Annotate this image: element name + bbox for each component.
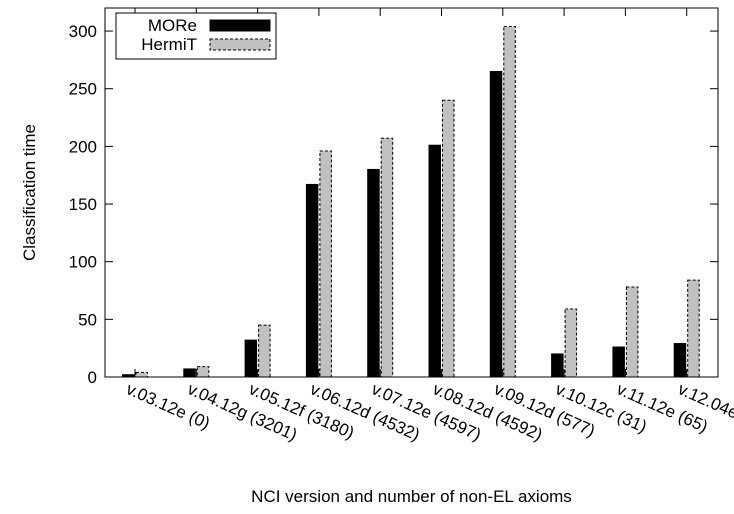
bar-hermit-8 [625, 286, 639, 378]
y-tick-label: 100 [69, 253, 97, 272]
bar-more-3 [305, 183, 319, 378]
bar-more-9 [673, 343, 687, 378]
bar-more-2 [244, 339, 258, 378]
bar-hermit-3 [319, 150, 332, 378]
bar-hermit-6 [503, 25, 516, 378]
bar-hermit-7 [564, 308, 578, 378]
bar-hermit-0 [135, 371, 148, 378]
y-tick-label: 200 [69, 137, 97, 156]
legend-label-more: MORe [148, 16, 197, 35]
bar-more-8 [612, 346, 625, 378]
legend: MORe HermiT [115, 12, 277, 60]
bars-layer [122, 25, 700, 378]
bar-more-1 [183, 368, 196, 378]
bar-more-5 [428, 144, 441, 378]
bar-more-4 [367, 168, 380, 378]
plot-frame [104, 7, 719, 378]
legend-label-hermit: HermiT [141, 35, 197, 54]
bar-hermit-9 [687, 279, 700, 378]
y-tick-label: 250 [69, 80, 97, 99]
bar-hermit-1 [196, 366, 210, 378]
legend-swatch-more [209, 19, 271, 32]
y-axis-title: Classification time [20, 124, 39, 261]
bar-hermit-4 [380, 137, 394, 378]
bar-more-6 [489, 70, 503, 378]
y-axis: 0 50 100 150 200 250 300 [69, 22, 718, 387]
y-tick-label: 150 [69, 195, 97, 214]
y-tick-label: 50 [78, 310, 97, 329]
bar-hermit-5 [442, 99, 455, 378]
y-tick-label: 300 [69, 22, 97, 41]
bar-more-7 [551, 353, 564, 378]
bar-hermit-2 [258, 324, 271, 378]
legend-swatch-hermit [209, 38, 271, 51]
x-axis-title: NCI version and number of non-EL axioms [251, 487, 572, 506]
y-tick-label: 0 [88, 368, 97, 387]
